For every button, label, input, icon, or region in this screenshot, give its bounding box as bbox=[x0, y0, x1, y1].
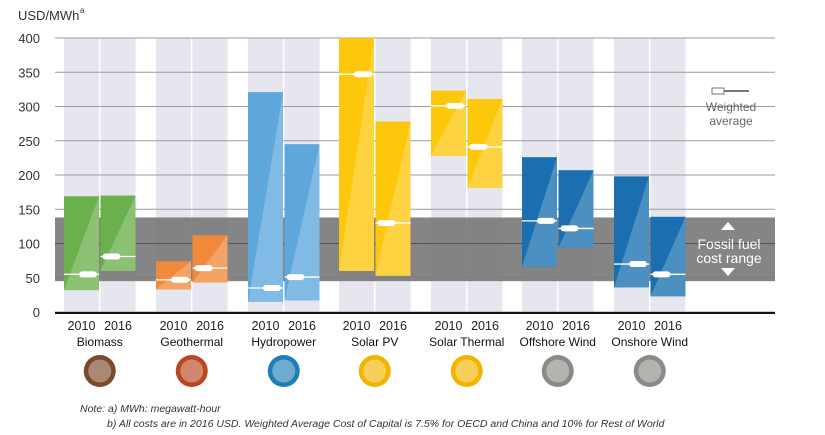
weighted-average-marker bbox=[560, 225, 579, 232]
wind-icon-inner bbox=[546, 359, 570, 383]
weighted-average-marker bbox=[263, 285, 281, 292]
x-tick-label: 2010 bbox=[160, 319, 188, 333]
category-label: Offshore Wind bbox=[520, 335, 596, 349]
x-tick-label: 2016 bbox=[288, 319, 316, 333]
range-bar-highlight bbox=[522, 157, 557, 267]
biomass-drop-icon-inner bbox=[88, 359, 112, 383]
legend-weighted-average-marker-icon bbox=[711, 87, 725, 95]
arrow-down-icon bbox=[721, 268, 735, 276]
volcano-icon-inner bbox=[180, 359, 204, 383]
note-b: b) All costs are in 2016 USD. Weighted A… bbox=[107, 418, 665, 430]
y-tick-label: 100 bbox=[18, 237, 40, 252]
wind-icon-inner bbox=[638, 359, 662, 383]
x-tick-label: 2016 bbox=[562, 319, 590, 333]
x-tick-label: 2010 bbox=[618, 319, 646, 333]
y-tick-label: 150 bbox=[18, 202, 40, 217]
legend-label-line2: average bbox=[709, 114, 753, 128]
weighted-average-marker bbox=[629, 261, 647, 268]
range-bar-highlight bbox=[339, 38, 374, 271]
y-tick-label: 250 bbox=[18, 134, 40, 149]
x-tick-label: 2016 bbox=[379, 319, 407, 333]
x-tick-label: 2016 bbox=[471, 319, 499, 333]
weighted-average-marker bbox=[354, 71, 372, 78]
note-a: Note: a) MWh: megawatt-hour bbox=[80, 403, 221, 415]
category-label: Biomass bbox=[77, 335, 123, 349]
y-tick-label: 200 bbox=[18, 168, 40, 183]
y-tick-label: 300 bbox=[18, 100, 40, 115]
x-tick-label: 2010 bbox=[68, 319, 96, 333]
fossil-label-line2: cost range bbox=[696, 250, 762, 266]
weighted-average-marker bbox=[652, 271, 671, 278]
fossil-label-line1: Fossil fuel bbox=[697, 236, 760, 252]
weighted-average-marker bbox=[102, 253, 121, 260]
x-tick-label: 2010 bbox=[435, 319, 463, 333]
weighted-average-marker bbox=[194, 265, 213, 272]
category-label: Onshore Wind bbox=[611, 335, 688, 349]
x-tick-label: 2010 bbox=[343, 319, 371, 333]
weighted-average-marker bbox=[446, 102, 464, 109]
weighted-average-marker bbox=[469, 143, 488, 150]
range-bar-highlight bbox=[248, 92, 283, 302]
y-tick-label: 0 bbox=[33, 305, 40, 320]
sun-icon-inner bbox=[455, 359, 479, 383]
y-axis-label-superscript: a bbox=[80, 6, 85, 15]
range-bar-highlight bbox=[614, 176, 649, 288]
y-axis-label: USD/MWh bbox=[18, 8, 79, 23]
weighted-average-marker bbox=[377, 219, 396, 226]
category-label: Solar Thermal bbox=[429, 335, 504, 349]
arrow-up-icon bbox=[721, 222, 735, 230]
range-bar-highlight bbox=[467, 98, 503, 189]
sun-icon-inner bbox=[363, 359, 387, 383]
x-tick-label: 2010 bbox=[526, 319, 554, 333]
range-bar-highlight bbox=[284, 144, 320, 301]
category-label: Solar PV bbox=[351, 335, 398, 349]
water-drop-icon-inner bbox=[272, 359, 296, 383]
weighted-average-marker bbox=[79, 271, 97, 278]
range-bar-highlight bbox=[100, 195, 136, 271]
x-tick-label: 2016 bbox=[196, 319, 224, 333]
y-tick-label: 350 bbox=[18, 65, 40, 80]
weighted-average-marker bbox=[171, 276, 189, 283]
category-label: Geothermal bbox=[160, 335, 223, 349]
category-label: Hydropower bbox=[251, 335, 316, 349]
x-tick-label: 2010 bbox=[252, 319, 280, 333]
x-tick-label: 2016 bbox=[104, 319, 132, 333]
y-tick-label: 400 bbox=[18, 31, 40, 46]
x-tick-label: 2016 bbox=[654, 319, 682, 333]
range-bar-highlight bbox=[375, 121, 411, 276]
legend-label-line1: Weighted bbox=[706, 100, 756, 114]
range-bar-highlight bbox=[64, 196, 99, 291]
y-tick-label: 50 bbox=[26, 271, 40, 286]
weighted-average-marker bbox=[286, 274, 305, 281]
weighted-average-marker bbox=[537, 217, 555, 224]
